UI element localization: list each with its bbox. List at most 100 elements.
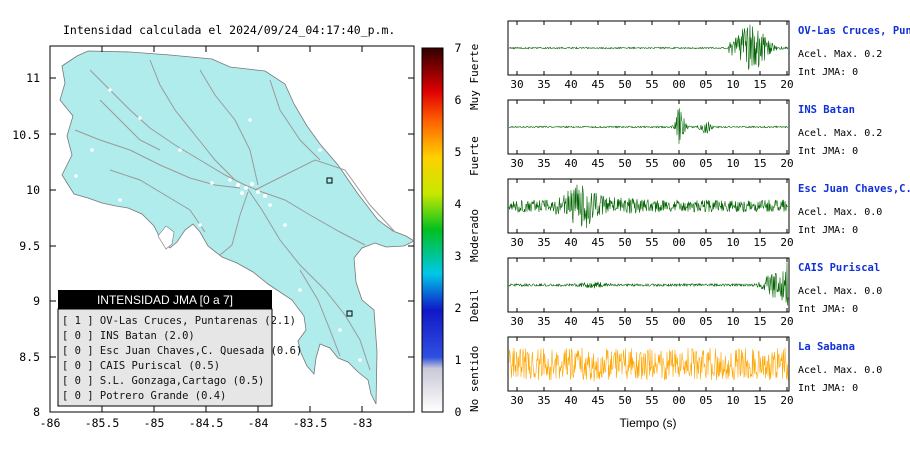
waveform-panel: 30 35 40 45 50 55 00 05 10 15 20 CAIS Puriscal Acel.… [507,257,882,328]
colorbar-label: Moderado [468,209,481,262]
legend-item: [ 0 ] Potrero Grande (0.4) [62,390,226,402]
waveform-tick-label: 05 [699,78,712,91]
waveform-panel: 30 35 40 45 50 55 00 05 10 15 20 Esc Juan Chaves,C.… [507,178,910,249]
station-name: Esc Juan Chaves,C. Qu [798,183,910,195]
y-tick-label: 10.5 [12,128,40,142]
waveform-tick-label: 20 [780,236,793,249]
waveform-tick-label: 35 [537,157,550,170]
station-name: La Sabana [798,341,855,353]
waveform-tick-label: 05 [699,394,712,407]
x-tick-label: -85 [144,416,165,430]
colorbar-tick: 3 [455,249,462,263]
waveform-tick-label: 50 [618,394,631,407]
colorbar-label: Debil [468,289,481,322]
waveform-tick-label: 50 [618,315,631,328]
waveform-tick-label: 10 [726,236,739,249]
waveform-tick-label: 15 [753,236,766,249]
map-dots [74,88,362,362]
waveform-tick-label: 40 [564,236,577,249]
waveform-panel: 30 35 40 45 50 55 00 05 10 15 20 INS Batan Acel. Max… [507,99,882,170]
road-network [74,59,396,371]
map-ticks [49,46,414,413]
waveform-tick-label: 45 [591,78,604,91]
map-x-tick-labels: -86 -85.5 -85 -84.5 -84 -83.5 -83 [40,416,373,430]
colorbar-gradient [421,47,444,413]
y-tick-label: 9.5 [19,239,40,253]
y-tick-label: 8 [33,405,40,419]
y-tick-label: 11 [26,71,40,85]
colorbar-tick: 7 [455,41,462,55]
waveform-tick-label: 55 [645,315,658,328]
waveform-tick-label: 55 [645,78,658,91]
waveform-tick-label: 20 [780,157,793,170]
station-acel: Acel. Max. 0.0 [798,207,882,218]
colorbar-tick: 1 [455,353,462,367]
y-tick-label: 9 [33,294,40,308]
waveform-tick-label: 05 [699,315,712,328]
waveform-panel: 30 35 40 45 50 55 00 05 10 15 20 La Sabana Acel. Max… [507,336,882,407]
legend-item: [ 0 ] S.L. Gonzaga,Cartago (0.5) [62,375,264,387]
waveform-tick-label: 50 [618,78,631,91]
waveform-tick-label: 00 [672,315,685,328]
waveform-tick-label: 00 [672,78,685,91]
colorbar-label: Fuerte [468,136,481,176]
station-acel: Acel. Max. 0.2 [798,128,882,139]
legend-body [57,308,273,407]
x-tick-label: -83.5 [293,416,328,430]
waveform-tick-label: 35 [537,394,550,407]
waveform-tick-label: 35 [537,78,550,91]
waveform-tick-label: 30 [510,236,523,249]
waveform-tick-label: 50 [618,157,631,170]
waveform-tick-label: 55 [645,157,658,170]
waveform-tick-label: 15 [753,394,766,407]
waveform-tick-label: 10 [726,78,739,91]
waveform-tick-label: 05 [699,236,712,249]
intensity-legend: INTENSIDAD JMA [0 a 7] [ 1 ] OV-Las Cruc… [57,290,302,407]
y-tick-label: 8.5 [19,350,40,364]
waveform-tick-label: 20 [780,315,793,328]
waveform-xlabel: Tiempo (s) [620,416,677,430]
waveform-tick-label: 20 [780,78,793,91]
waveform-tick-label: 15 [753,78,766,91]
station-marker [326,177,333,184]
station-int: Int JMA: 0 [798,383,858,394]
colorbar-tick: 0 [455,405,462,419]
waveform-tick-label: 10 [726,157,739,170]
waveform-tick-label: 00 [672,157,685,170]
waveform-tick-label: 45 [591,157,604,170]
waveform-tick-label: 15 [753,157,766,170]
waveform-tick-label: 05 [699,157,712,170]
station-marker [346,310,353,317]
waveform-tick-label: 00 [672,236,685,249]
waveform-tick-label: 40 [564,157,577,170]
legend-title: INTENSIDAD JMA [0 a 7] [97,293,233,307]
map-y-tick-labels: 11 10.5 10 9.5 9 8.5 8 [12,71,40,419]
x-tick-label: -84 [248,416,269,430]
waveform-tick-label: 40 [564,394,577,407]
legend-item: [ 0 ] CAIS Puriscal (0.5) [62,360,220,372]
waveform-tick-label: 10 [726,315,739,328]
waveform-tick-label: 30 [510,394,523,407]
station-int: Int JMA: 0 [798,67,858,78]
waveform-tick-label: 20 [780,394,793,407]
waveform-trace [508,24,789,70]
legend-item: [ 0 ] Esc Juan Chaves,C. Quesada (0.6) [62,345,302,357]
station-name: CAIS Puriscal [798,262,880,274]
colorbar-tick: 5 [455,145,462,159]
station-int: Int JMA: 0 [798,225,858,236]
station-acel: Acel. Max. 0.2 [798,49,882,60]
waveform-tick-label: 35 [537,236,550,249]
waveform-trace [509,108,789,144]
x-tick-label: -85.5 [85,416,120,430]
legend-title-bg [58,290,272,309]
waveform-tick-label: 45 [591,236,604,249]
x-tick-label: -83 [352,416,373,430]
y-tick-label: 10 [26,183,40,197]
waveform-tick-label: 30 [510,78,523,91]
legend-item: [ 1 ] OV-Las Cruces, Puntarenas (2.1) [62,315,296,327]
station-int: Int JMA: 0 [798,146,858,157]
station-name: INS Batan [798,104,855,116]
waveform-tick-label: 55 [645,236,658,249]
waveform-tick-label: 40 [564,78,577,91]
waveform-tick-label: 45 [591,394,604,407]
